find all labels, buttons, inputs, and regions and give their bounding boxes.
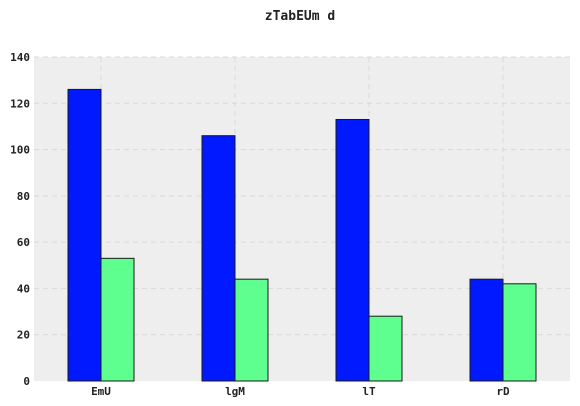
y-tick-label: 40 (17, 282, 30, 295)
x-tick-label: EmU (91, 385, 111, 398)
bar-rD-series-2 (502, 283, 537, 382)
y-tick-label: 140 (10, 51, 30, 64)
bar-EmU-series-2 (100, 257, 135, 382)
x-tick-label: rD (496, 385, 510, 398)
x-tick-label: lT (362, 385, 376, 398)
y-tick-label: 0 (23, 375, 30, 388)
bar-EmU-series-1 (67, 88, 102, 382)
x-tick-label: lgM (225, 385, 245, 398)
bar-lT-series-1 (335, 118, 370, 382)
bar-lgM-series-1 (201, 135, 236, 382)
y-tick-label: 120 (10, 97, 30, 110)
bars (67, 88, 537, 382)
y-tick-label: 80 (17, 190, 30, 203)
y-tick-label: 20 (17, 329, 30, 342)
chart-title: zTabEUm d (265, 9, 335, 24)
axis-labels: 0 20 40 60 80 100 120 140 EmU lgM lT rD (10, 51, 510, 398)
bar-rD-series-1 (469, 278, 504, 382)
bar-lT-series-2 (368, 315, 403, 382)
y-tick-label: 100 (10, 144, 30, 157)
bar-lgM-series-2 (234, 278, 269, 382)
y-tick-label: 60 (17, 236, 30, 249)
